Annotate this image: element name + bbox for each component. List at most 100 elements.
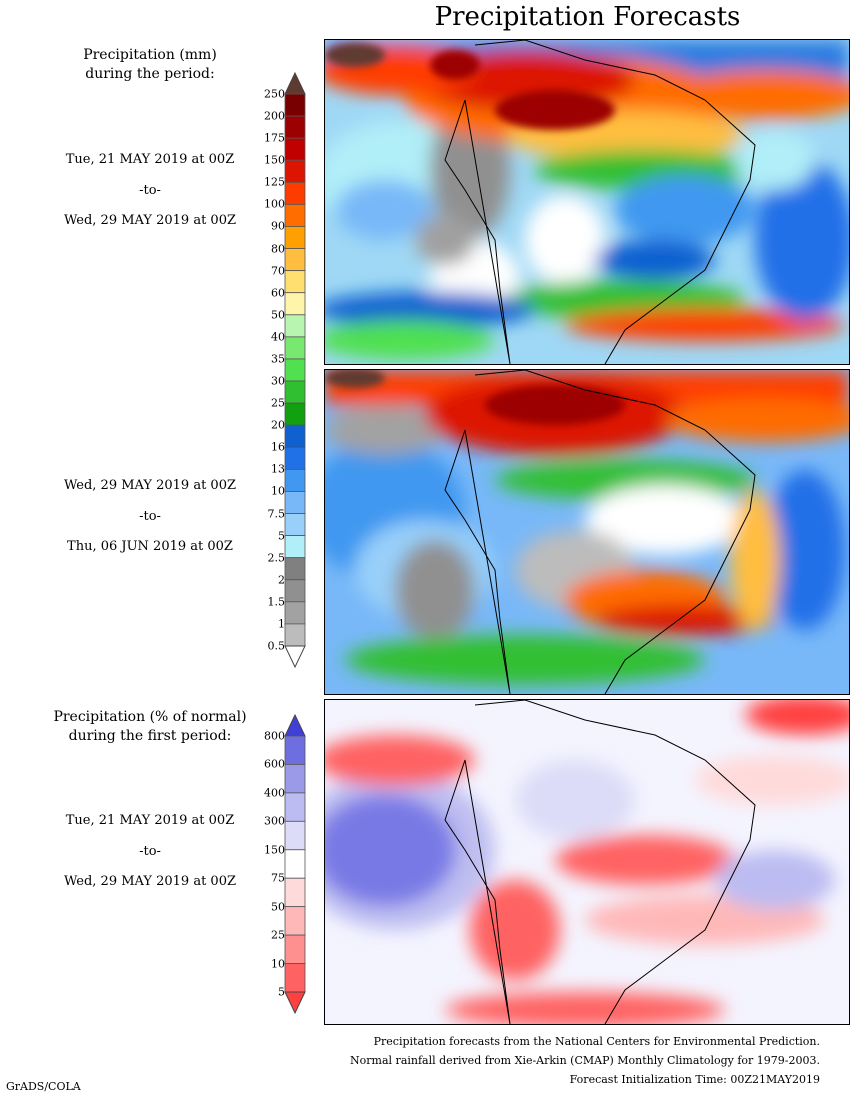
footer-line3: Forecast Initialization Time: 00Z21MAY20… [569,1073,820,1086]
colorbar-tick-label: 800 [264,729,285,743]
colorbar-segment [284,623,306,647]
colorbar-tick-label: 10 [271,957,285,971]
colorbar-tick-label: 25 [271,396,285,410]
colorbar-segment [284,513,306,536]
period1-sep: -to- [139,183,161,198]
colorbar-segment [284,601,306,625]
colorbar-pct: 800 600 400 300 150 75 50 25 10 5 [255,714,325,1014]
colorbar-segment [284,137,306,161]
footer-notes: Precipitation forecasts from the Nationa… [350,1032,820,1089]
colorbar-tick-label: 20 [271,418,285,432]
colorbar-segment [284,446,306,470]
colorbar-segment [284,336,306,360]
colorbar-tick-label: 60 [271,286,285,300]
colorbar-segment [284,115,306,139]
map-percent-of-normal [324,699,850,1025]
colorbar-segment [284,579,306,603]
period3-start: Tue, 21 MAY 2019 at 00Z [65,813,235,828]
colorbar-over-arrow [284,714,306,737]
colorbar-segment [284,735,306,765]
colorbar-tick-label: 40 [271,330,285,344]
colorbar-segment [284,248,306,272]
period1-end: Wed, 29 MAY 2019 at 00Z [63,213,237,228]
colorbar-segment [284,934,306,964]
colorbar-segment [284,557,306,581]
colorbar-tick-label: 7.5 [267,507,286,521]
colorbar-tick-label: 16 [271,440,285,454]
colorbar-over-arrow [284,72,306,95]
colorbar-mm: 250 200 175 150 125 100 90 80 70 60 50 40 35 30 25 20 16… [255,72,325,668]
colorbar-segment [284,535,306,559]
colorbar-tick-label: 1.5 [267,595,286,609]
credit: GrADS/COLA [6,1080,81,1093]
colorbar-tick-label: 2.5 [267,551,286,565]
colorbar-tick-label: 175 [264,131,285,145]
colorbar-tick-label: 300 [264,814,285,828]
period2-sep: -to- [139,509,161,524]
colorbar-tick-label: 1 [278,617,285,631]
figure-title: Precipitation Forecasts [434,2,741,32]
colorbar-segment [284,93,306,117]
colorbar-tick-label: 80 [271,242,285,256]
colorbar-segment [284,358,306,382]
pct-heading-line2: during the first period: [68,728,232,744]
colorbar-tick-label: 200 [264,109,285,123]
colorbar-segment [284,270,306,294]
map-period2-precip [324,369,850,695]
colorbar-segment [284,849,306,879]
colorbar-tick-label: 400 [264,786,285,800]
pct-heading: Precipitation (% of normal) during the f… [0,708,300,746]
colorbar-tick-label: 5 [278,529,285,543]
colorbar-segment [284,792,306,822]
colorbar-segment [284,491,306,514]
period2-start: Wed, 29 MAY 2019 at 00Z [63,478,237,493]
colorbar-segment [284,292,306,316]
colorbar-segment [284,226,306,249]
colorbar-segment [284,877,306,908]
colorbar-tick-label: 0.5 [267,639,286,653]
period1-start: Tue, 21 MAY 2019 at 00Z [65,152,235,167]
amount-heading-line2: during the period: [85,66,215,82]
period2-end: Thu, 06 JUN 2019 at 00Z [67,539,233,554]
colorbar-segment [284,159,306,183]
colorbar-tick-label: 50 [271,900,285,914]
colorbar-tick-label: 25 [271,928,285,942]
colorbar-tick-label: 50 [271,308,285,322]
colorbar-segment [284,820,306,851]
colorbar-tick-label: 13 [271,462,285,476]
colorbar-tick-label: 10 [271,484,285,498]
colorbar-segment [284,764,306,794]
map-period1-precip [324,39,850,365]
period3-sep: -to- [139,844,161,859]
colorbar-tick-label: 125 [264,175,285,189]
colorbar-segment [284,314,306,338]
colorbar-tick-label: 30 [271,374,285,388]
period3-end: Wed, 29 MAY 2019 at 00Z [63,874,237,889]
colorbar-segment [284,402,306,426]
colorbar-tick-label: 2 [278,573,285,587]
colorbar-tick-label: 90 [271,219,285,233]
footer-line1: Precipitation forecasts from the Nationa… [373,1035,820,1048]
colorbar-segment [284,424,306,448]
footer-line2: Normal rainfall derived from Xie-Arkin (… [350,1054,820,1067]
colorbar-tick-label: 250 [264,87,285,101]
colorbar-segment [284,906,306,936]
colorbar-under-arrow [284,991,306,1014]
colorbar-tick-label: 75 [271,871,285,885]
colorbar-tick-label: 150 [264,153,285,167]
colorbar-under-arrow [284,645,306,668]
pct-heading-line1: Precipitation (% of normal) [53,709,247,725]
colorbar-tick-label: 100 [264,197,285,211]
colorbar-segment [284,181,306,205]
colorbar-segment [284,468,306,492]
colorbar-tick-label: 150 [264,843,285,857]
colorbar-tick-label: 70 [271,264,285,278]
amount-heading: Precipitation (mm) during the period: [0,46,300,84]
colorbar-tick-label: 35 [271,352,285,366]
amount-heading-line1: Precipitation (mm) [83,47,217,63]
colorbar-tick-label: 5 [278,985,285,999]
colorbar-segment [284,963,306,993]
colorbar-segment [284,203,306,227]
colorbar-segment [284,380,306,404]
colorbar-tick-label: 600 [264,757,285,771]
